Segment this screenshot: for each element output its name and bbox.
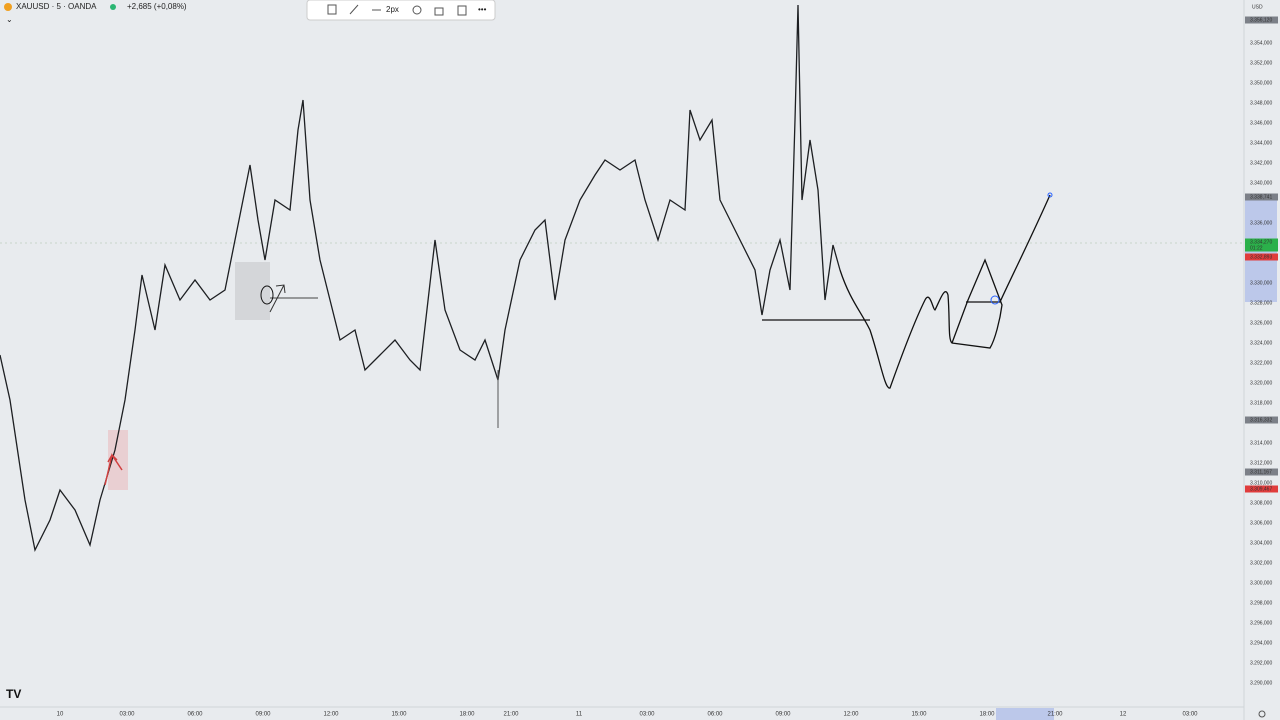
price-badge [1245,16,1278,24]
price-series [0,4,841,552]
price-badge-label: 3.309,467 [1250,486,1272,492]
price-label: 3.318,000 [1250,400,1272,406]
price-label: 3.322,000 [1250,360,1272,366]
drawing-toolbar [306,0,496,21]
price-badge [1245,193,1278,201]
logo: TV [6,687,21,701]
price-label: 3.326,000 [1250,320,1272,326]
zone-box [235,262,270,320]
price-label: 3.352,000 [1250,60,1272,66]
drawn-circle [260,285,274,305]
time-label: 21:00 [503,712,519,718]
price-label: 3.344,000 [1250,140,1272,146]
time-label: 12:00 [323,712,339,718]
time-label: 09:00 [255,712,271,718]
price-badge-label: 3.338,741 [1250,194,1272,200]
color-button[interactable] [349,4,359,15]
currency[interactable]: USD [1252,4,1263,10]
time-range-highlight [996,708,1054,720]
time-label: 11 [576,712,583,718]
symbol-icon [4,3,12,11]
line-width[interactable]: 2px [386,5,399,14]
time-label: 15:00 [911,712,927,718]
price-label: 3.296,000 [1250,620,1272,626]
price-label: 3.342,000 [1250,160,1272,166]
price-label: 3.340,000 [1250,180,1272,186]
price-badge [1245,253,1278,261]
more-button[interactable]: ••• [478,5,487,14]
zone-box-red [108,430,128,490]
price-label: 3.310,000 [1250,480,1272,486]
time-label: 15:00 [391,712,407,718]
price-label: 3.306,000 [1250,520,1272,526]
price-badge-label: 3.356,120 [1250,17,1272,23]
drawn-projection [839,194,1051,389]
time-label: 12 [1120,712,1127,718]
price-badge-label: 3.316,332 [1250,417,1272,423]
price-label: 3.300,000 [1250,580,1272,586]
drawn-arrow-red [104,453,123,486]
price-badge-label: 01:22 [1250,245,1263,251]
anchor-point [990,295,1000,305]
toolbar-icons: ••• [327,4,487,16]
price-badge-label: 3.311,167 [1250,469,1272,475]
price-badge-label: 3.334,270 [1250,239,1272,245]
time-label: 12:00 [843,712,859,718]
drawn-arrow [269,284,286,313]
price-label: 3.308,000 [1250,500,1272,506]
anchor-point [1047,192,1053,198]
price-label: 3.292,000 [1250,660,1272,666]
change: +2,685 (+0,08%) [127,2,187,11]
axes: 3.354,000 3.352,000 3.350,000 3.348,000 3.34… [57,16,1278,718]
price-label: 3.314,000 [1250,440,1272,446]
price-badge [1245,238,1278,246]
price-label: 3.350,000 [1250,80,1272,86]
price-badge-label: 3.332,893 [1250,254,1272,260]
price-label: 3.328,000 [1250,300,1272,306]
time-label: 10 [57,712,64,718]
lock-button[interactable] [434,7,444,16]
delete-button[interactable] [457,5,467,16]
price-label: 3.302,000 [1250,560,1272,566]
price-label: 3.336,000 [1250,220,1272,226]
price-label: 3.298,000 [1250,600,1272,606]
collapse[interactable]: ⌄ [6,15,13,24]
price-label: 3.304,000 [1250,540,1272,546]
price-label: 3.290,000 [1250,680,1272,686]
price-badge [1245,416,1278,424]
time-label: 09:00 [775,712,791,718]
price-label: 3.312,000 [1250,460,1272,466]
price-label: 3.294,000 [1250,640,1272,646]
time-label: 18:00 [979,712,995,718]
settings-button[interactable] [412,5,422,15]
price-badge [1245,244,1278,252]
price-label: 3.320,000 [1250,380,1272,386]
time-label: 03:00 [119,712,135,718]
status-dot [110,4,116,10]
time-label: 03:00 [639,712,655,718]
price-label: 3.348,000 [1250,100,1272,106]
template-button[interactable] [327,4,337,15]
price-label: 3.346,000 [1250,120,1272,126]
symbol[interactable]: XAUUSD · 5 · OANDA [16,2,97,11]
price-badge [1245,468,1278,476]
time-label: 03:00 [1182,712,1198,718]
time-label: 06:00 [187,712,203,718]
settings-icon [1258,710,1266,718]
price-label: 3.330,000 [1250,280,1272,286]
price-badge [1245,485,1278,493]
time-label: 06:00 [707,712,723,718]
time-label: 21:00 [1047,712,1063,718]
time-label: 18:00 [459,712,475,718]
price-label: 3.324,000 [1250,340,1272,346]
price-label: 3.354,000 [1250,40,1272,46]
